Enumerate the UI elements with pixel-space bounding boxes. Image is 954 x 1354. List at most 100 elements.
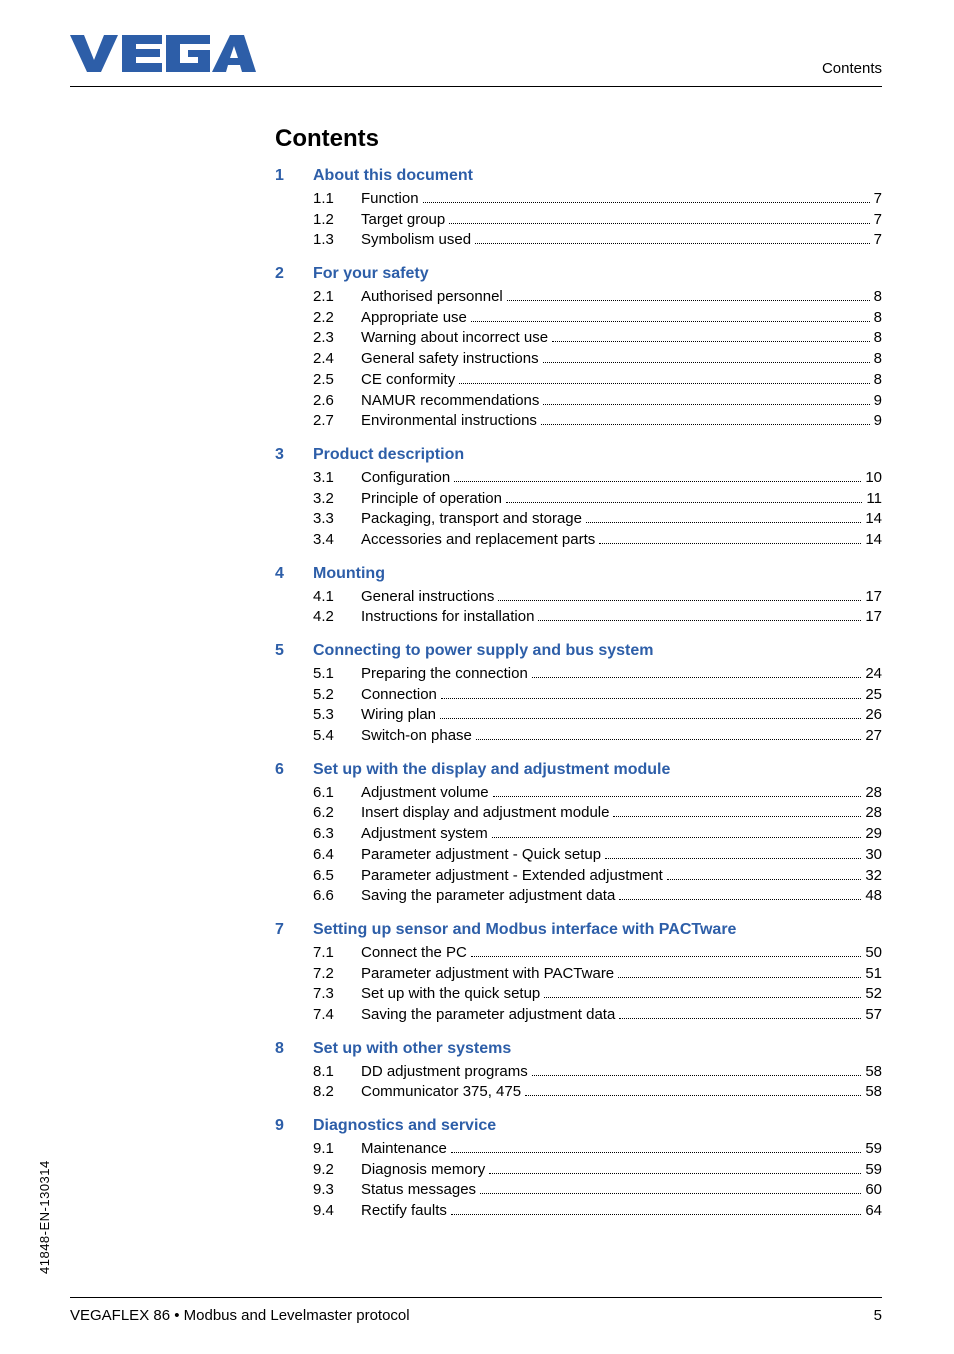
chapter-title: For your safety (313, 265, 882, 283)
entry-page: 28 (865, 803, 882, 824)
entry-number: 5.3 (313, 705, 361, 726)
entry-page: 9 (874, 391, 882, 412)
footer-rule (70, 1297, 882, 1298)
entry-text: Environmental instructions (361, 411, 537, 432)
leader-dots (471, 321, 870, 322)
entry-page: 52 (865, 984, 882, 1005)
entry-page: 51 (865, 964, 882, 985)
header-rule (70, 86, 882, 87)
leader-dots (493, 796, 862, 797)
toc-entry: 3.4Accessories and replacement parts 14 (313, 530, 882, 551)
entry-number: 2.2 (313, 308, 361, 329)
leader-dots (451, 1214, 861, 1215)
entry-page: 14 (865, 509, 882, 530)
toc-entry: 1.1Function 7 (313, 189, 882, 210)
entry-number: 7.1 (313, 943, 361, 964)
chapter-title: Product description (313, 446, 882, 464)
entry-text: Target group (361, 210, 445, 231)
leader-dots (449, 223, 869, 224)
entry-text: Accessories and replacement parts (361, 530, 595, 551)
side-doc-id: 41848-EN-130314 (37, 1160, 52, 1274)
entry-text: Parameter adjustment with PACTware (361, 964, 614, 985)
entry-number: 2.6 (313, 391, 361, 412)
entry-text: DD adjustment programs (361, 1062, 528, 1083)
toc-entry: 6.6Saving the parameter adjustment data … (313, 886, 882, 907)
entry-text: Parameter adjustment - Extended adjustme… (361, 866, 663, 887)
entry-number: 5.4 (313, 726, 361, 747)
entry-page: 10 (865, 468, 882, 489)
leader-dots (613, 816, 861, 817)
entry-page: 59 (865, 1139, 882, 1160)
entry-number: 5.2 (313, 685, 361, 706)
entry-page: 7 (874, 230, 882, 251)
toc-entry: 2.6NAMUR recommendations 9 (313, 391, 882, 412)
entry-text: Connect the PC (361, 943, 467, 964)
entry-number: 3.3 (313, 509, 361, 530)
entry-text: Symbolism used (361, 230, 471, 251)
leader-dots (552, 341, 870, 342)
leader-dots (599, 543, 861, 544)
toc-entry: 2.3Warning about incorrect use 8 (313, 328, 882, 349)
chapter-number: 5 (275, 642, 313, 660)
entry-number: 8.1 (313, 1062, 361, 1083)
entry-text: Maintenance (361, 1139, 447, 1160)
entry-page: 58 (865, 1062, 882, 1083)
entry-text: Authorised personnel (361, 287, 503, 308)
leader-dots (618, 977, 861, 978)
entry-page: 27 (865, 726, 882, 747)
toc-entry: 6.1Adjustment volume 28 (313, 783, 882, 804)
entry-text: NAMUR recommendations (361, 391, 539, 412)
leader-dots (454, 481, 861, 482)
chapter-title: Mounting (313, 565, 882, 583)
toc-entry: 4.2Instructions for installation 17 (313, 607, 882, 628)
toc-chapter: 1About this document1.1Function 71.2Targ… (275, 167, 882, 251)
entry-text: Function (361, 189, 419, 210)
entry-page: 8 (874, 308, 882, 329)
toc-entry: 9.2Diagnosis memory 59 (313, 1160, 882, 1181)
entry-number: 6.4 (313, 845, 361, 866)
entry-text: Wiring plan (361, 705, 436, 726)
entry-number: 9.2 (313, 1160, 361, 1181)
entry-text: CE conformity (361, 370, 455, 391)
leader-dots (543, 404, 869, 405)
entry-number: 5.1 (313, 664, 361, 685)
toc-chapter: 9Diagnostics and service9.1Maintenance 5… (275, 1117, 882, 1222)
entry-page: 7 (874, 189, 882, 210)
toc-entry: 9.3Status messages 60 (313, 1180, 882, 1201)
toc-entry: 6.2Insert display and adjustment module … (313, 803, 882, 824)
entry-page: 8 (874, 328, 882, 349)
chapter-body: About this document1.1Function 71.2Targe… (313, 167, 882, 251)
toc-entry: 5.4Switch-on phase 27 (313, 726, 882, 747)
entry-page: 17 (865, 607, 882, 628)
entry-text: Connection (361, 685, 437, 706)
entry-text: Parameter adjustment - Quick setup (361, 845, 601, 866)
entry-text: Communicator 375, 475 (361, 1082, 521, 1103)
vega-logo (70, 32, 256, 79)
entry-number: 7.4 (313, 1005, 361, 1026)
leader-dots (451, 1152, 861, 1153)
entry-page: 60 (865, 1180, 882, 1201)
leader-dots (471, 956, 861, 957)
toc-entry: 9.4Rectify faults 64 (313, 1201, 882, 1222)
toc-entry: 3.3Packaging, transport and storage 14 (313, 509, 882, 530)
entry-number: 2.7 (313, 411, 361, 432)
leader-dots (506, 502, 863, 503)
entry-number: 6.1 (313, 783, 361, 804)
entry-number: 1.2 (313, 210, 361, 231)
entry-text: Principle of operation (361, 489, 502, 510)
toc-entry: 2.4General safety instructions 8 (313, 349, 882, 370)
entry-page: 50 (865, 943, 882, 964)
toc-chapter: 6Set up with the display and adjustment … (275, 761, 882, 907)
toc-entry: 5.3Wiring plan 26 (313, 705, 882, 726)
leader-dots (538, 620, 861, 621)
entry-page: 17 (865, 587, 882, 608)
toc-entry: 2.2Appropriate use 8 (313, 308, 882, 329)
leader-dots (492, 837, 862, 838)
entry-number: 9.4 (313, 1201, 361, 1222)
leader-dots (532, 677, 862, 678)
leader-dots (489, 1173, 861, 1174)
toc-entry: 6.5Parameter adjustment - Extended adjus… (313, 866, 882, 887)
chapter-number: 3 (275, 446, 313, 464)
entry-page: 25 (865, 685, 882, 706)
chapter-number: 6 (275, 761, 313, 779)
